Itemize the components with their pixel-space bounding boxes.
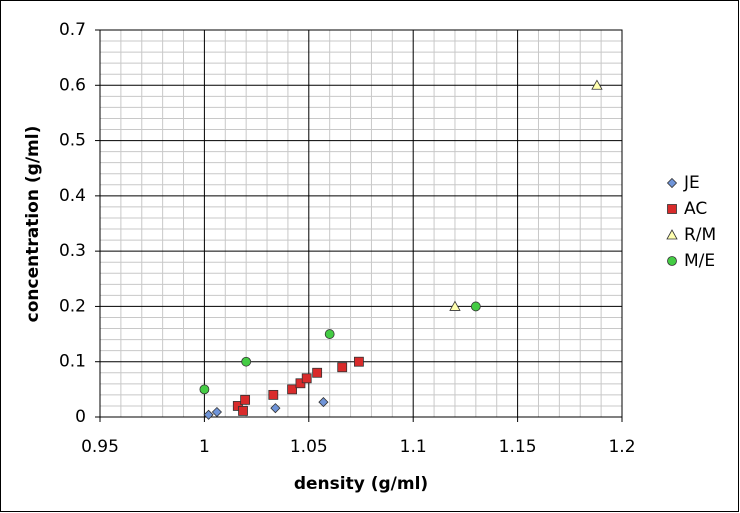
y-tick-label: 0.4: [59, 186, 86, 206]
x-axis-label: density (g/ml): [294, 474, 428, 494]
data-point: [449, 300, 461, 311]
legend-marker: [667, 204, 677, 214]
data-point: [270, 403, 281, 414]
legend-label: R/M: [684, 225, 716, 245]
data-point: [591, 79, 603, 90]
data-point: [240, 394, 251, 405]
y-tick-label: 0.3: [59, 241, 86, 261]
y-tick-label: 0: [75, 407, 86, 427]
y-axis-label: concentration (g/ml): [23, 126, 43, 323]
y-tick-label: 0.7: [59, 20, 86, 40]
data-point: [241, 356, 252, 367]
data-point: [199, 384, 210, 395]
y-tick-label: 0.2: [59, 296, 86, 316]
x-tick-label: 1.05: [290, 437, 328, 457]
x-tick-label: 0.95: [81, 437, 119, 457]
data-point: [268, 389, 279, 400]
x-tick-label: 1.15: [499, 437, 537, 457]
data-point: [312, 367, 323, 378]
y-tick-label: 0.6: [59, 75, 86, 95]
data-point: [470, 301, 481, 312]
x-tick-label: 1.1: [400, 437, 427, 457]
data-point: [324, 329, 335, 339]
legend-marker: [667, 256, 677, 266]
legend-marker: [666, 229, 678, 240]
plot-frame: [99, 29, 623, 418]
y-tick-label: 0.5: [59, 131, 86, 151]
data-point: [295, 378, 306, 389]
legend-label: M/E: [684, 251, 715, 271]
data-point: [337, 362, 348, 373]
data-point: [318, 397, 329, 408]
data-point: [354, 356, 364, 367]
x-tick-label: 1: [199, 437, 210, 457]
data-point: [287, 384, 297, 395]
data-point: [301, 373, 312, 384]
legend-label: JE: [683, 173, 700, 193]
data-point: [203, 409, 214, 420]
y-tick-label: 0.1: [59, 352, 86, 372]
x-tick-label: 1.2: [608, 437, 635, 457]
legend-label: AC: [684, 199, 707, 219]
data-point: [211, 406, 222, 418]
data-point: [238, 406, 248, 416]
legend-marker: [666, 177, 678, 189]
data-point: [232, 401, 243, 411]
